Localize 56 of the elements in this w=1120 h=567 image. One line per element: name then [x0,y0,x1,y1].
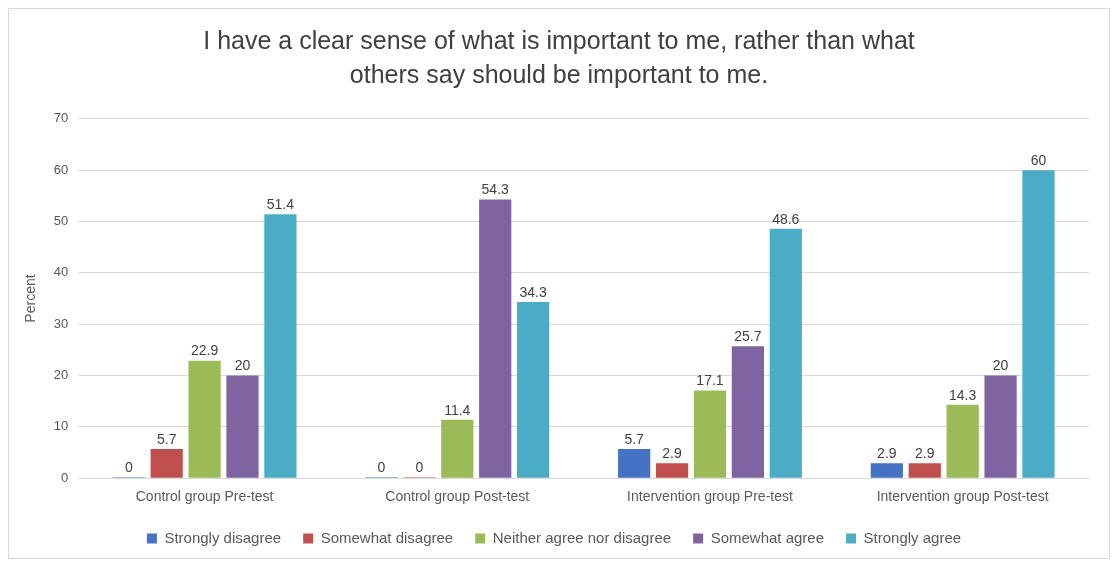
x-tick-label: Intervention group Post-test [876,488,1049,505]
x-tick-label: Intervention group Pre-test [627,488,793,505]
legend-label: Neither agree nor disagree [492,528,672,546]
bar [1022,170,1055,478]
data-label: 51.4 [266,196,295,213]
x-tick-label: Control group Post-test [385,488,530,505]
y-tick-label: 10 [53,418,69,434]
data-label: 54.3 [481,181,510,198]
data-label: 48.6 [772,210,800,227]
bar [264,214,297,478]
data-label: 2.9 [915,445,935,462]
y-tick-label: 20 [53,367,69,383]
bar [769,228,802,478]
bar [870,463,903,478]
bar [984,375,1017,478]
data-label: 2.9 [662,445,683,462]
data-label: 0 [124,459,133,476]
data-label: 20 [234,357,251,374]
data-label: 60 [1030,152,1047,168]
data-label: 5.7 [624,430,645,447]
bar [188,360,221,478]
data-label: 2.9 [877,445,897,462]
bar [479,199,512,478]
legend-label: Somewhat disagree [320,528,454,546]
data-label: 22.9 [190,342,219,359]
y-tick-label: 40 [53,264,69,280]
data-label: 20 [992,357,1009,374]
data-label: 0 [415,459,424,476]
chart-title: I have a clear sense of what is important to me, rather than what others say should be important to me. [202,25,916,90]
bar [441,419,474,478]
legend-label: Strongly disagree [164,528,282,546]
bar [731,346,764,478]
bar [618,448,651,478]
bar [946,404,979,478]
data-label: 25.7 [734,328,762,345]
y-tick-label: 70 [53,110,69,126]
bar [516,302,550,478]
y-tick-label: 0 [61,469,69,485]
y-tick-label: 30 [53,315,69,331]
data-label: 14.3 [949,386,977,403]
data-label: 34.3 [519,283,547,300]
y-tick-label: 60 [53,161,69,177]
x-tick-label: Control group Pre-test [135,488,274,505]
data-label: 5.7 [156,430,177,447]
y-axis-title: Percent [22,274,39,323]
bar [908,463,941,478]
y-tick-label: 50 [53,213,69,229]
legend-label: Strongly agree [863,528,962,546]
data-label: 11.4 [444,401,471,418]
bar [655,463,689,478]
legend-label: Somewhat agree [710,528,825,546]
data-label: 0 [377,459,386,476]
bar [226,375,259,478]
bar [150,448,183,478]
data-label: 17.1 [696,372,724,389]
bar [693,390,727,478]
